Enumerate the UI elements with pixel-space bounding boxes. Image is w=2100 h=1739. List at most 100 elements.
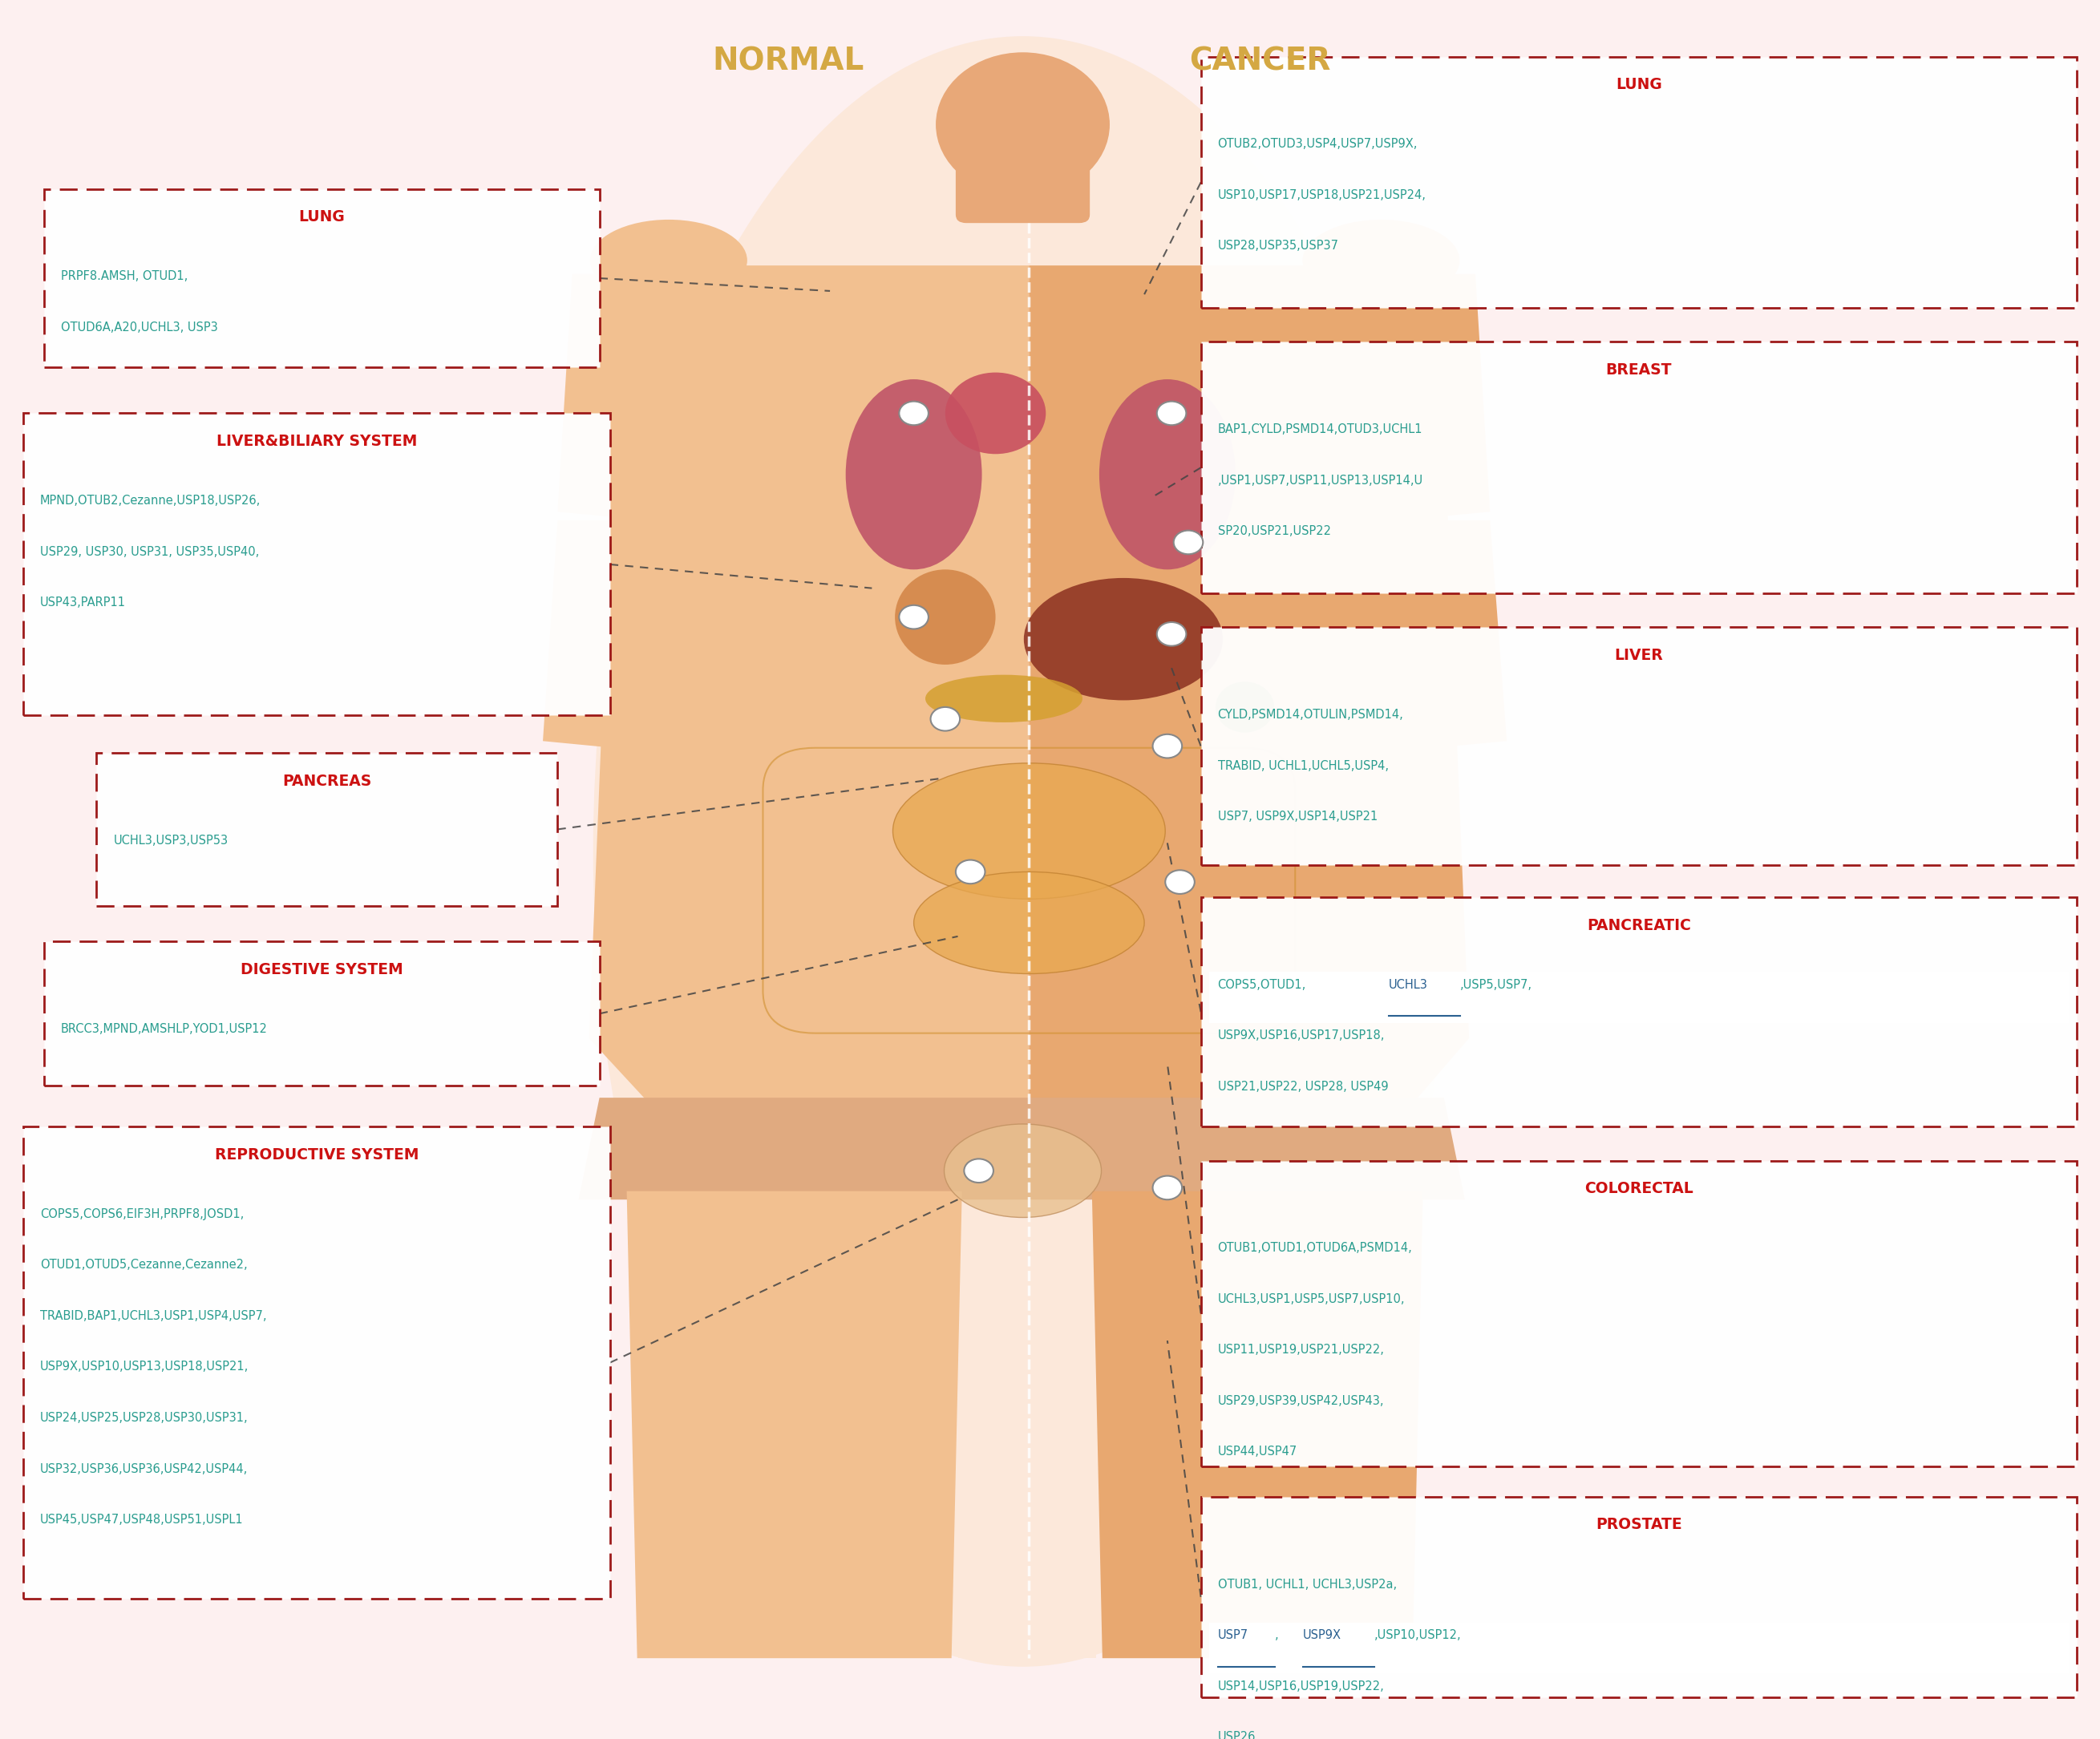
Text: REPRODUCTIVE SYSTEM: REPRODUCTIVE SYSTEM xyxy=(214,1148,418,1162)
Text: USP9X,USP10,USP13,USP18,USP21,: USP9X,USP10,USP13,USP18,USP21, xyxy=(40,1362,248,1374)
FancyBboxPatch shape xyxy=(1201,57,2077,308)
Circle shape xyxy=(930,708,960,730)
Text: OTUB1,OTUD1,OTUD6A,PSMD14,: OTUB1,OTUD1,OTUD6A,PSMD14, xyxy=(1218,1242,1413,1254)
FancyBboxPatch shape xyxy=(1201,1497,2077,1697)
Text: CANCER: CANCER xyxy=(1189,47,1329,77)
Ellipse shape xyxy=(846,379,983,569)
FancyBboxPatch shape xyxy=(1201,343,2077,593)
Text: PANCREATIC: PANCREATIC xyxy=(1588,918,1691,932)
Ellipse shape xyxy=(893,763,1166,899)
Circle shape xyxy=(1153,734,1182,758)
Text: BRCC3,MPND,AMSHLP,YOD1,USP12: BRCC3,MPND,AMSHLP,YOD1,USP12 xyxy=(61,1023,267,1035)
Text: DIGESTIVE SYSTEM: DIGESTIVE SYSTEM xyxy=(242,962,403,977)
Text: NORMAL: NORMAL xyxy=(712,47,863,77)
Text: ,: , xyxy=(1275,1629,1283,1642)
FancyBboxPatch shape xyxy=(1201,1160,2077,1466)
Circle shape xyxy=(1157,623,1186,645)
Text: USP9X: USP9X xyxy=(1304,1629,1342,1642)
Circle shape xyxy=(899,605,928,630)
Polygon shape xyxy=(1092,1191,1424,1659)
FancyBboxPatch shape xyxy=(44,190,598,367)
Circle shape xyxy=(1157,402,1186,424)
Ellipse shape xyxy=(937,52,1109,197)
Text: COPS5,OTUD1,UCHL3,USP5,USP7,: COPS5,OTUD1,UCHL3,USP5,USP7, xyxy=(1218,979,1418,991)
Text: TRABID, UCHL1,UCHL5,USP4,: TRABID, UCHL1,UCHL5,USP4, xyxy=(1218,760,1388,772)
Polygon shape xyxy=(544,520,647,750)
Text: USP11,USP19,USP21,USP22,: USP11,USP19,USP21,USP22, xyxy=(1218,1344,1384,1356)
Text: LIVER: LIVER xyxy=(1615,647,1663,663)
Text: BAP1,CYLD,PSMD14,OTUD3,UCHL1: BAP1,CYLD,PSMD14,OTUD3,UCHL1 xyxy=(1218,423,1422,435)
Text: SP20,USP21,USP22: SP20,USP21,USP22 xyxy=(1218,525,1331,537)
Text: USP7: USP7 xyxy=(1218,1629,1247,1642)
Text: TRABID,BAP1,UCHL3,USP1,USP4,USP7,: TRABID,BAP1,UCHL3,USP1,USP4,USP7, xyxy=(40,1309,267,1322)
Circle shape xyxy=(1166,870,1195,894)
Text: UCHL3,USP1,USP5,USP7,USP10,: UCHL3,USP1,USP5,USP7,USP10, xyxy=(1218,1294,1405,1304)
Text: USP26: USP26 xyxy=(1218,1732,1256,1739)
Text: USP21,USP22, USP28, USP49: USP21,USP22, USP28, USP49 xyxy=(1218,1080,1388,1092)
Text: COPS5,OTUD1,: COPS5,OTUD1, xyxy=(1218,979,1306,991)
FancyBboxPatch shape xyxy=(23,1127,609,1598)
Text: PANCREAS: PANCREAS xyxy=(281,774,372,788)
Ellipse shape xyxy=(592,37,1453,1666)
Polygon shape xyxy=(1029,266,1470,1141)
FancyBboxPatch shape xyxy=(44,941,598,1085)
FancyBboxPatch shape xyxy=(23,414,609,715)
Text: USP29,USP39,USP42,USP43,: USP29,USP39,USP42,USP43, xyxy=(1218,1395,1384,1407)
Ellipse shape xyxy=(1025,577,1222,701)
Text: CYLD,PSMD14,OTULIN,PSMD14,: CYLD,PSMD14,OTULIN,PSMD14, xyxy=(1218,710,1403,720)
Text: USP44,USP47: USP44,USP47 xyxy=(1218,1445,1298,1457)
Text: PRPF8.AMSH, OTUD1,: PRPF8.AMSH, OTUD1, xyxy=(61,271,187,283)
Polygon shape xyxy=(557,275,662,520)
Text: LUNG: LUNG xyxy=(298,209,344,224)
Text: USP29, USP30, USP31, USP35,USP40,: USP29, USP30, USP31, USP35,USP40, xyxy=(40,546,258,558)
Text: USP32,USP36,USP36,USP42,USP44,: USP32,USP36,USP36,USP42,USP44, xyxy=(40,1462,248,1475)
Text: USP7, USP9X,USP14,USP21: USP7, USP9X,USP14,USP21 xyxy=(1218,810,1378,823)
Polygon shape xyxy=(1401,520,1508,750)
Text: MPND,OTUB2,Cezanne,USP18,USP26,: MPND,OTUB2,Cezanne,USP18,USP26, xyxy=(40,496,260,506)
Polygon shape xyxy=(626,1191,962,1659)
Text: USP43,PARP11: USP43,PARP11 xyxy=(40,596,126,609)
Polygon shape xyxy=(578,1097,1466,1200)
FancyBboxPatch shape xyxy=(1201,897,2077,1127)
Ellipse shape xyxy=(945,1123,1100,1217)
Bar xyxy=(1210,972,2068,1023)
Ellipse shape xyxy=(895,569,995,664)
Circle shape xyxy=(956,859,985,883)
FancyBboxPatch shape xyxy=(97,753,557,906)
Text: OTUD1,OTUD5,Cezanne,Cezanne2,: OTUD1,OTUD5,Cezanne,Cezanne2, xyxy=(40,1259,248,1271)
Ellipse shape xyxy=(1216,682,1275,732)
FancyBboxPatch shape xyxy=(1201,628,2077,864)
Polygon shape xyxy=(1386,275,1491,520)
Text: OTUB1, UCHL1, UCHL3,USP2a,: OTUB1, UCHL1, UCHL3,USP2a, xyxy=(1218,1579,1397,1591)
Text: USP9X,USP16,USP17,USP18,: USP9X,USP16,USP17,USP18, xyxy=(1218,1029,1384,1042)
Text: OTUB2,OTUD3,USP4,USP7,USP9X,: OTUB2,OTUD3,USP4,USP7,USP9X, xyxy=(1218,137,1418,150)
Text: USP24,USP25,USP28,USP30,USP31,: USP24,USP25,USP28,USP30,USP31, xyxy=(40,1412,248,1424)
Text: USP10,USP17,USP18,USP21,USP24,: USP10,USP17,USP18,USP21,USP24, xyxy=(1218,190,1426,202)
Text: OTUD6A,A20,UCHL3, USP3: OTUD6A,A20,UCHL3, USP3 xyxy=(61,322,218,334)
Polygon shape xyxy=(588,266,1029,1141)
Circle shape xyxy=(899,402,928,424)
FancyBboxPatch shape xyxy=(956,137,1090,223)
Circle shape xyxy=(1174,530,1203,555)
Text: ,USP5,USP7,: ,USP5,USP7, xyxy=(1460,979,1533,991)
Text: ,USP1,USP7,USP11,USP13,USP14,U: ,USP1,USP7,USP11,USP13,USP14,U xyxy=(1218,475,1424,487)
Bar xyxy=(958,1489,1096,1659)
Ellipse shape xyxy=(926,675,1082,722)
Text: USP45,USP47,USP48,USP51,USPL1: USP45,USP47,USP48,USP51,USPL1 xyxy=(40,1515,244,1525)
Text: UCHL3: UCHL3 xyxy=(1388,979,1428,991)
Text: UCHL3,USP3,USP53: UCHL3,USP3,USP53 xyxy=(113,835,229,847)
Ellipse shape xyxy=(914,871,1145,974)
Text: USP28,USP35,USP37: USP28,USP35,USP37 xyxy=(1218,240,1338,252)
Text: ,USP10,USP12,: ,USP10,USP12, xyxy=(1373,1629,1462,1642)
Text: PROSTATE: PROSTATE xyxy=(1596,1516,1682,1532)
Ellipse shape xyxy=(1302,219,1460,301)
Text: LIVER&BILIARY SYSTEM: LIVER&BILIARY SYSTEM xyxy=(216,433,418,449)
Ellipse shape xyxy=(590,219,748,301)
Text: LUNG: LUNG xyxy=(1615,77,1661,92)
Circle shape xyxy=(1153,1176,1182,1200)
Text: COPS5,COPS6,EIF3H,PRPF8,JOSD1,: COPS5,COPS6,EIF3H,PRPF8,JOSD1, xyxy=(40,1209,244,1221)
Text: USP7, USP9X,USP10,USP12,: USP7, USP9X,USP10,USP12, xyxy=(1218,1629,1382,1642)
Text: COLORECTAL: COLORECTAL xyxy=(1583,1181,1693,1196)
Text: BREAST: BREAST xyxy=(1607,362,1672,377)
Bar xyxy=(1210,1622,2068,1673)
